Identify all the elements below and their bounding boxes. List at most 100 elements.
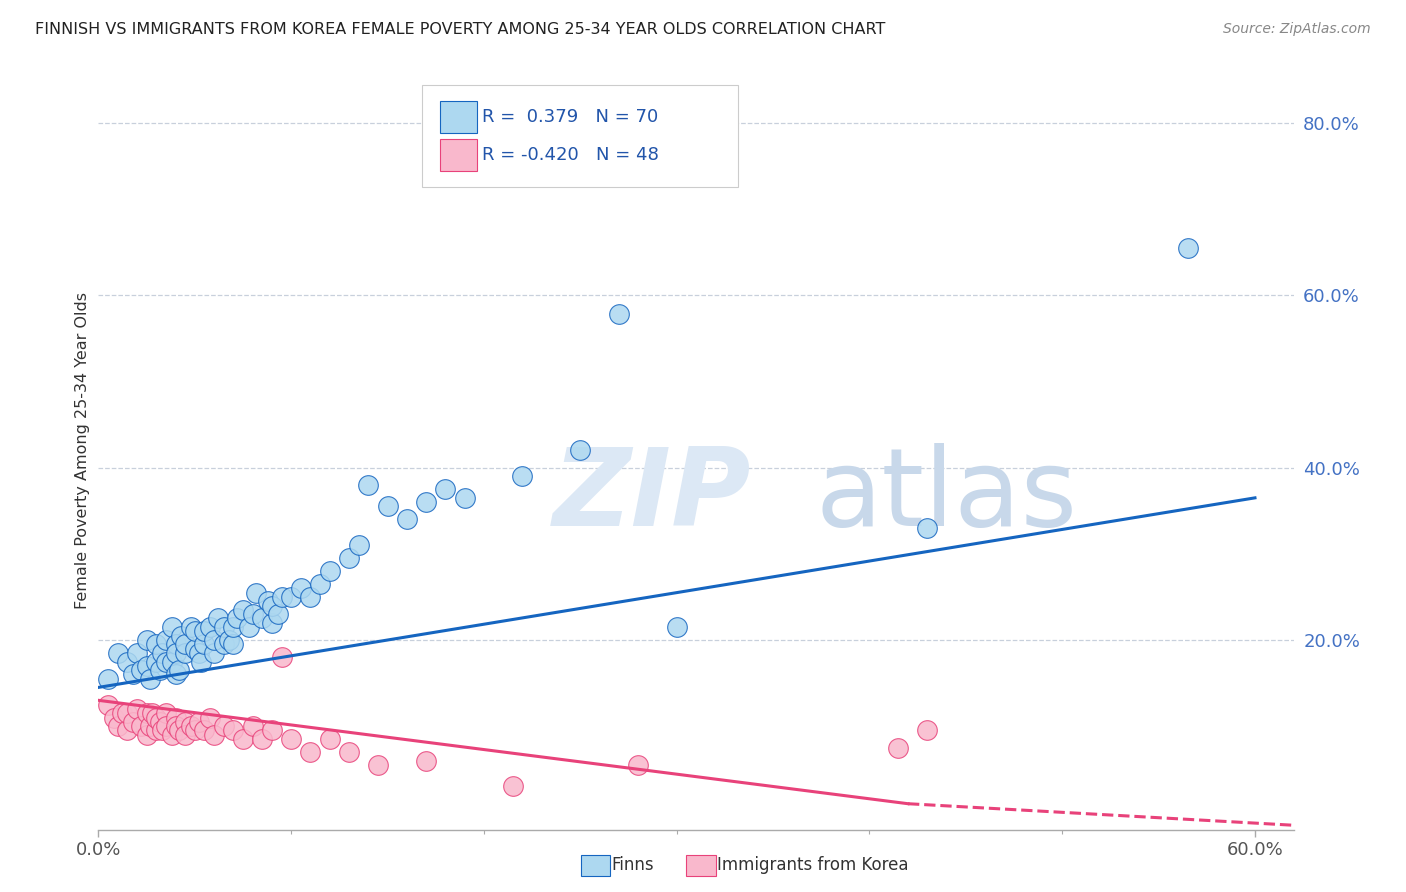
Point xyxy=(377,500,399,514)
Point xyxy=(135,633,157,648)
Point xyxy=(160,620,183,634)
Point xyxy=(155,706,177,721)
Point xyxy=(627,758,650,772)
Point xyxy=(252,732,274,747)
Point xyxy=(125,646,148,660)
Point xyxy=(190,655,212,669)
Point xyxy=(97,698,120,712)
Point xyxy=(141,706,163,721)
Point xyxy=(97,672,120,686)
Point xyxy=(117,706,139,721)
Point xyxy=(139,672,162,686)
Point xyxy=(139,719,162,733)
Point xyxy=(512,469,534,483)
Point xyxy=(245,585,267,599)
Point xyxy=(149,714,172,729)
Point xyxy=(165,719,187,733)
Text: Finns: Finns xyxy=(612,856,654,874)
Text: FINNISH VS IMMIGRANTS FROM KOREA FEMALE POVERTY AMONG 25-34 YEAR OLDS CORRELATIO: FINNISH VS IMMIGRANTS FROM KOREA FEMALE … xyxy=(35,22,886,37)
Point xyxy=(238,620,260,634)
Point xyxy=(917,521,939,535)
Point xyxy=(103,710,125,724)
Point xyxy=(184,624,207,639)
Text: Source: ZipAtlas.com: Source: ZipAtlas.com xyxy=(1223,22,1371,37)
Point xyxy=(222,637,245,651)
Point xyxy=(200,620,222,634)
Point xyxy=(665,620,688,634)
Point xyxy=(155,719,177,733)
Text: atlas: atlas xyxy=(815,443,1077,549)
Point xyxy=(187,646,209,660)
Point xyxy=(222,723,245,738)
Point xyxy=(155,633,177,648)
Point xyxy=(226,611,249,625)
Point xyxy=(107,646,129,660)
Point xyxy=(319,732,342,747)
Point xyxy=(569,443,592,458)
Point xyxy=(252,611,274,625)
Point xyxy=(174,714,197,729)
Point xyxy=(125,702,148,716)
Point xyxy=(193,637,215,651)
Point xyxy=(145,710,167,724)
Point xyxy=(267,607,290,622)
Point xyxy=(145,723,167,738)
Point xyxy=(135,728,157,742)
Point xyxy=(212,620,235,634)
Point xyxy=(174,637,197,651)
Point xyxy=(337,551,360,566)
Point xyxy=(184,641,207,656)
Point xyxy=(165,646,187,660)
Point xyxy=(129,663,152,677)
Point xyxy=(202,728,225,742)
Point xyxy=(135,658,157,673)
Point xyxy=(174,646,197,660)
Point xyxy=(232,603,254,617)
Point xyxy=(290,582,312,596)
Point xyxy=(280,732,302,747)
Point xyxy=(319,564,342,578)
Point xyxy=(117,655,139,669)
Point xyxy=(502,780,524,794)
Text: Immigrants from Korea: Immigrants from Korea xyxy=(717,856,908,874)
Point xyxy=(202,633,225,648)
Point xyxy=(193,624,215,639)
Point xyxy=(187,714,209,729)
Point xyxy=(607,307,630,321)
Point xyxy=(110,706,132,721)
Point xyxy=(395,512,418,526)
Point xyxy=(242,719,264,733)
Point xyxy=(415,754,437,768)
Point xyxy=(242,607,264,622)
Point xyxy=(169,723,191,738)
Point xyxy=(309,577,332,591)
Point xyxy=(367,758,389,772)
Point xyxy=(165,637,187,651)
Point xyxy=(150,723,173,738)
Point xyxy=(145,655,167,669)
Point xyxy=(887,740,910,755)
Point xyxy=(165,667,187,681)
Point xyxy=(149,663,172,677)
Point xyxy=(257,594,280,608)
Text: ZIP: ZIP xyxy=(553,443,751,549)
Y-axis label: Female Poverty Among 25-34 Year Olds: Female Poverty Among 25-34 Year Olds xyxy=(75,292,90,609)
Text: R = -0.420   N = 48: R = -0.420 N = 48 xyxy=(482,146,659,164)
Point xyxy=(180,620,202,634)
Point xyxy=(160,728,183,742)
Point xyxy=(155,655,177,669)
Point xyxy=(222,620,245,634)
Point xyxy=(453,491,475,505)
Point xyxy=(280,590,302,604)
Point xyxy=(129,719,152,733)
Point xyxy=(917,723,939,738)
Point xyxy=(180,719,202,733)
Point xyxy=(174,728,197,742)
Point xyxy=(337,745,360,759)
Point xyxy=(434,482,457,496)
Point xyxy=(184,723,207,738)
Point xyxy=(170,629,193,643)
Point xyxy=(299,745,322,759)
Point xyxy=(200,710,222,724)
Point xyxy=(135,706,157,721)
